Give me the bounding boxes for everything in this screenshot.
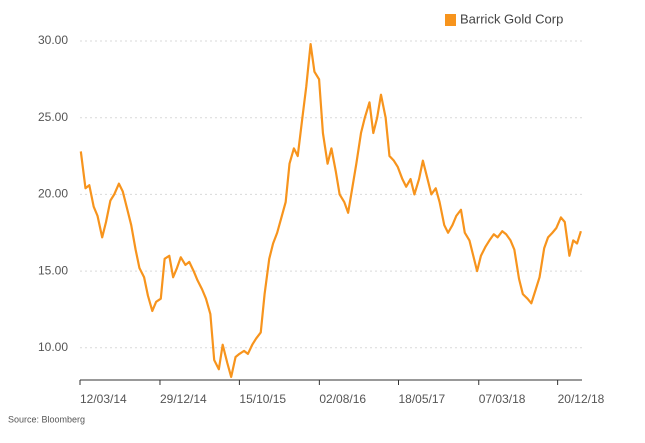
x-tick-label: 02/08/16 xyxy=(319,392,366,406)
x-tick-label: 20/12/18 xyxy=(558,392,605,406)
x-tick-label: 07/03/18 xyxy=(479,392,526,406)
y-tick-label: 25.00 xyxy=(38,110,68,124)
y-tick-label: 10.00 xyxy=(38,340,68,354)
y-tick-label: 30.00 xyxy=(38,33,68,47)
x-tick-label: 18/05/17 xyxy=(399,392,446,406)
y-tick-label: 15.00 xyxy=(38,263,68,277)
x-tick-label: 12/03/14 xyxy=(80,392,127,406)
source: Source: Bloomberg xyxy=(8,414,85,424)
x-tick-label: 29/12/14 xyxy=(160,392,207,406)
series-line xyxy=(79,42,582,379)
x-tick-label: 15/10/15 xyxy=(239,392,286,406)
legend-label: Barrick Gold Corp xyxy=(460,11,563,26)
y-tick-label: 20.00 xyxy=(38,187,68,201)
legend-swatch xyxy=(445,14,456,26)
